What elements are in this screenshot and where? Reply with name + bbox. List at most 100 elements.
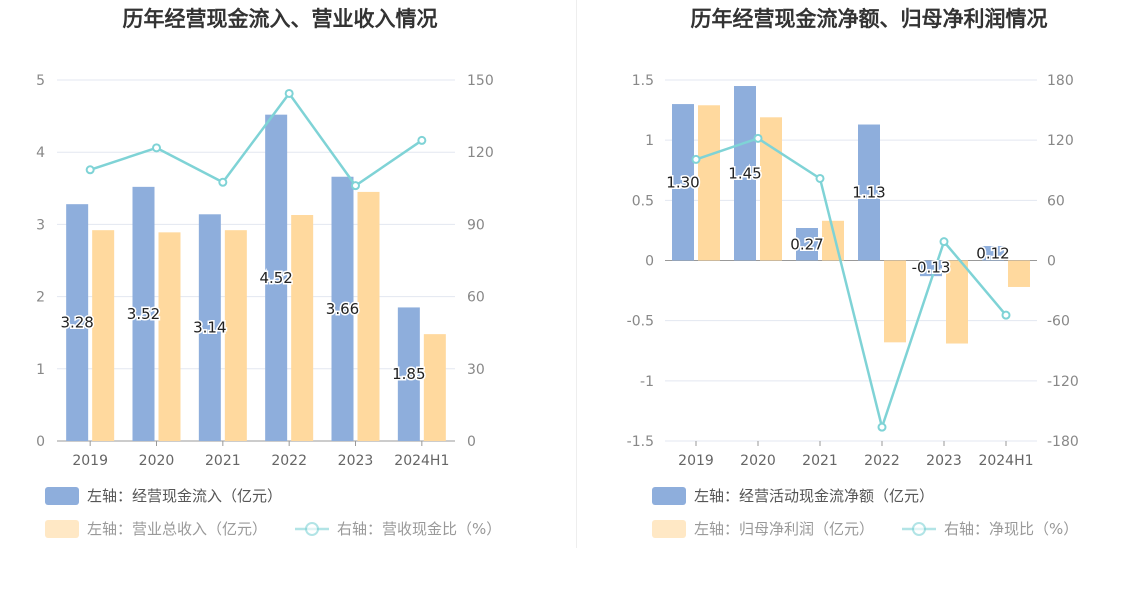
x-axis-tick-label: 2022 [864,453,900,469]
x-axis-tick-label: 2024H1 [394,453,449,469]
right-axis-tick-label: 60 [1047,193,1065,209]
ratio-line-point [284,88,294,98]
right-axis-tick-label: 30 [467,362,485,378]
x-axis-tick-label: 2020 [740,453,776,469]
bar-primary [796,228,818,261]
bar-primary [66,204,89,441]
bar-data-label: 0.27 [790,235,823,253]
right-axis-tick-label: -60 [1047,314,1070,330]
left-axis-tick-label: 3 [36,217,45,233]
right-axis-tick-label: -180 [1047,434,1079,450]
bar-data-label: 3.66 [326,300,359,318]
left-axis-tick-label: 1 [36,362,45,378]
right-axis-tick-label: 0 [467,434,476,450]
bar-data-label: 3.52 [127,305,160,323]
ratio-line-point [877,422,887,432]
x-axis-tick-label: 2019 [72,453,108,469]
bar-data-label: 1.85 [392,365,425,383]
bar-primary [858,124,880,261]
x-axis-tick-label: 2023 [338,453,374,469]
legend-swatch-secondary [652,520,686,538]
left-axis-tick-label: 0 [36,434,45,450]
bar-data-label: 4.52 [259,269,292,287]
left-axis-tick-label: 1 [645,133,654,149]
bar-secondary [1008,260,1030,287]
legend-swatch-primary [45,487,79,505]
ratio-line-point [691,154,701,164]
x-axis-tick-label: 2021 [802,453,838,469]
legend-label-primary: 左轴：经营活动现金流净额（亿元） [694,487,934,505]
legend-label-primary: 左轴：经营现金流入（亿元） [87,487,282,505]
bar-data-label: -0.13 [912,259,951,277]
net-cashflow-profit-chart: 历年经营现金流净额、归母净利润情况 -1.5 -180 -1 -120 -0.5 -60 0 0… [627,7,1079,538]
x-axis-tick-label: 2023 [926,453,962,469]
chart-title: 历年经营现金流净额、归母净利润情况 [691,7,1048,31]
right-axis-tick-label: 0 [1047,254,1056,270]
x-axis-tick-label: 2024H1 [978,453,1033,469]
legend-label-line: 右轴：净现比（%） [944,520,1078,538]
bar-primary [397,307,420,441]
ratio-line [695,136,1007,432]
x-axis-tick-label: 2020 [139,453,175,469]
bar-data-label: 3.28 [60,314,93,332]
ratio-line-point [939,237,949,247]
bar-primary [331,176,354,442]
chart-panel-left: 历年经营现金流入、营业收入情况 0 0 1 30 2 60 3 90 4 120 5 150 2019 20… [36,7,501,538]
x-axis-tick-label: 2019 [678,453,714,469]
bar-data-label: 1.45 [728,164,761,182]
right-axis-tick-label: 120 [467,145,494,161]
left-axis-tick-label: 1.5 [632,73,654,89]
left-axis-tick-label: 0 [645,254,654,270]
legend-label-line: 右轴：营收现金比（%） [337,520,501,538]
bar-data-label: 3.14 [193,319,226,337]
right-axis-tick-label: 120 [1047,133,1074,149]
bar-primary [265,114,288,441]
bar-secondary [158,232,181,441]
bar-secondary [423,334,446,441]
left-axis-tick-label: -0.5 [627,314,654,330]
legend-label-secondary: 左轴：营业总收入（亿元） [87,520,267,538]
bar-primary [982,246,1004,261]
bar-data-label: 1.13 [852,184,885,202]
right-axis-tick-label: 150 [467,73,494,89]
bar-secondary [224,230,247,441]
chart-title: 历年经营现金流入、营业收入情况 [123,7,438,31]
bar-data-label: 0.12 [976,244,1009,262]
bar-secondary [357,191,380,441]
right-axis-tick-label: 60 [467,290,485,306]
chart-panel-right: 历年经营现金流净额、归母净利润情况 -1.5 -180 -1 -120 -0.5 -60 0 0… [577,0,1147,589]
panel-divider [576,0,577,548]
bar-data-label: 1.30 [666,173,699,191]
ratio-line-point [815,173,825,183]
bar-secondary [698,105,720,261]
legend-swatch-secondary [45,520,79,538]
left-axis-tick-label: 2 [36,290,45,306]
bar-secondary [291,215,314,441]
legend-swatch-primary [652,487,686,505]
left-axis-tick-label: -1 [640,374,654,390]
left-axis-tick-label: -1.5 [627,434,654,450]
bar-primary [672,104,694,261]
ratio-line-point [417,135,427,145]
bar-secondary [884,260,906,343]
legend-label-secondary: 左轴：归母净利润（亿元） [694,520,874,538]
ratio-line-point [1001,310,1011,320]
ratio-line-point [218,177,228,187]
bar-primary [734,86,756,261]
right-axis-tick-label: 90 [467,217,485,233]
bar-primary [132,186,155,441]
legend-line-marker [912,522,926,536]
ratio-line-point [152,143,161,153]
ratio-line-point [85,165,95,175]
bar-secondary [946,260,968,344]
right-axis-tick-label: 180 [1047,73,1074,89]
bar-primary [198,214,221,441]
ratio-line [89,91,423,188]
ratio-line-point [753,133,763,143]
bar-secondary [760,117,782,261]
ratio-line-point [351,181,360,191]
right-axis-tick-label: -120 [1047,374,1079,390]
cash-inflow-revenue-chart: 历年经营现金流入、营业收入情况 0 0 1 30 2 60 3 90 4 120 5 150 2019 20… [36,7,501,538]
left-axis-tick-label: 5 [36,73,45,89]
left-axis-tick-label: 0.5 [632,193,654,209]
